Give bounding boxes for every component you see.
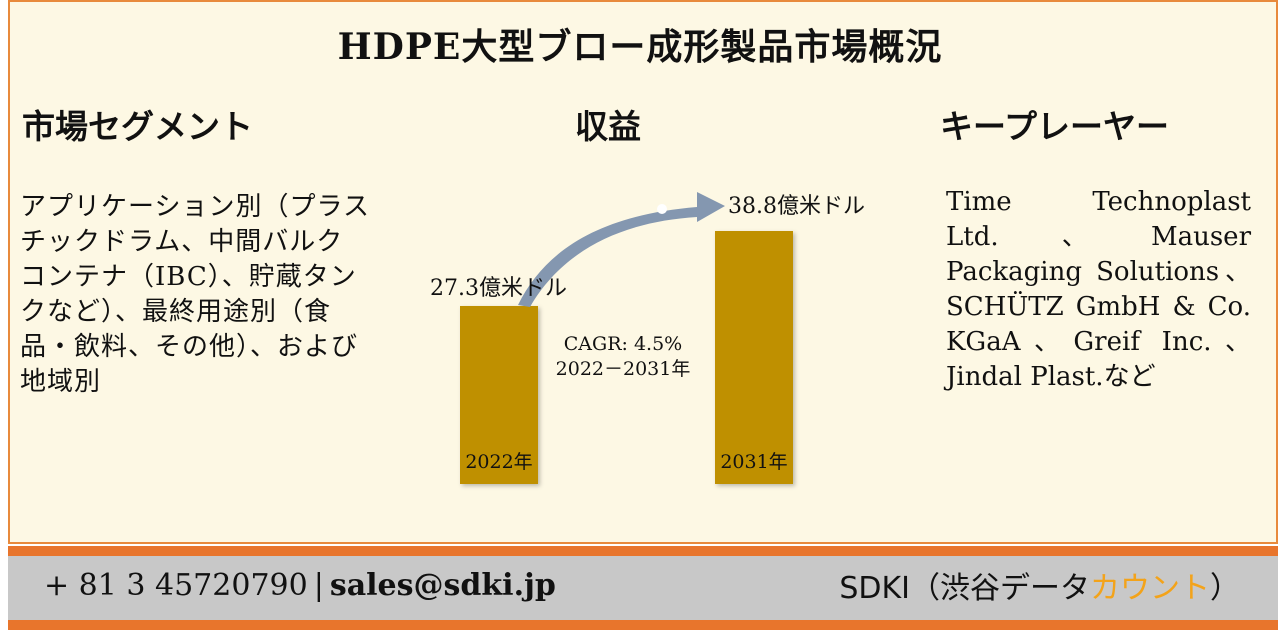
category-label-2031年: 2031年 xyxy=(720,451,787,473)
segment-description: アプリケーション別（プラスチックドラム、中間バルクコンテナ（IBC）、貯蔵タンク… xyxy=(20,192,370,397)
revenue-heading: 収益 xyxy=(575,107,641,146)
cagr-annotation: CAGR: 4.5% 2022－2031年 xyxy=(548,332,698,382)
email-link[interactable]: sales@sdki.jp xyxy=(329,568,556,603)
summary-panel xyxy=(8,0,1278,544)
key-players-heading: キープレーヤー xyxy=(940,107,1170,146)
value-label-2022: 27.3億米ドル xyxy=(430,276,567,301)
bar-2031年 xyxy=(715,231,793,484)
growth-arrow xyxy=(518,192,725,307)
page-title: HDPE大型ブロー成形製品市場概況 xyxy=(337,26,943,68)
footer-bar xyxy=(8,556,1278,620)
cagr-label: CAGR: 4.5% xyxy=(563,333,683,355)
footer-top-stripe xyxy=(8,546,1278,556)
contact-info: + 81 3 45720790 | sales@sdki.jp xyxy=(44,568,556,603)
brand-name: SDKI（渋谷データカウント） xyxy=(839,563,1240,607)
value-label-2031: 38.8億米ドル xyxy=(728,194,865,219)
cagr-period: 2022－2031年 xyxy=(555,358,691,380)
footer-bottom-stripe xyxy=(8,620,1278,630)
brand-main: SDKI（渋谷データ xyxy=(839,571,1090,606)
category-label-2022年: 2022年 xyxy=(465,451,532,473)
brand-accent: カウント xyxy=(1090,571,1210,606)
key-players-list: Time Technoplast Ltd.、Mauser Packaging S… xyxy=(946,187,1251,392)
brand-close: ） xyxy=(1210,571,1240,606)
bar-2022年 xyxy=(460,305,538,484)
phone-number[interactable]: + 81 3 45720790 xyxy=(44,568,308,603)
arrow-dot xyxy=(657,204,667,214)
contact-separator: | xyxy=(313,568,324,603)
segment-heading: 市場セグメント xyxy=(22,107,253,146)
